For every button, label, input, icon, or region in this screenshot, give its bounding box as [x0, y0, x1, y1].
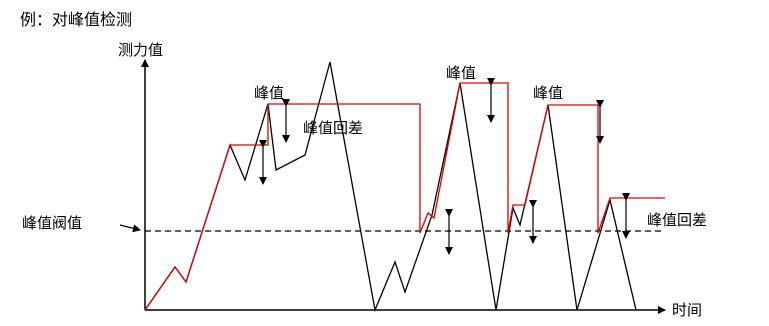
peak-label-1: 峰值 — [254, 84, 284, 102]
y-axis-label: 测力值 — [118, 41, 163, 59]
hysteresis-label-1: 峰值回差 — [303, 119, 363, 137]
peak-label-3: 峰值 — [533, 84, 563, 102]
x-axis-label: 时间 — [672, 301, 702, 319]
peak-hold-line — [144, 82, 665, 311]
threshold-label: 峰值阀值 — [22, 214, 82, 232]
diagram-title: 例：对峰值检测 — [20, 10, 132, 29]
threshold-pointer — [119, 224, 141, 233]
peak-label-2: 峰值 — [446, 64, 476, 82]
hysteresis-label-2: 峰值回差 — [647, 211, 707, 229]
